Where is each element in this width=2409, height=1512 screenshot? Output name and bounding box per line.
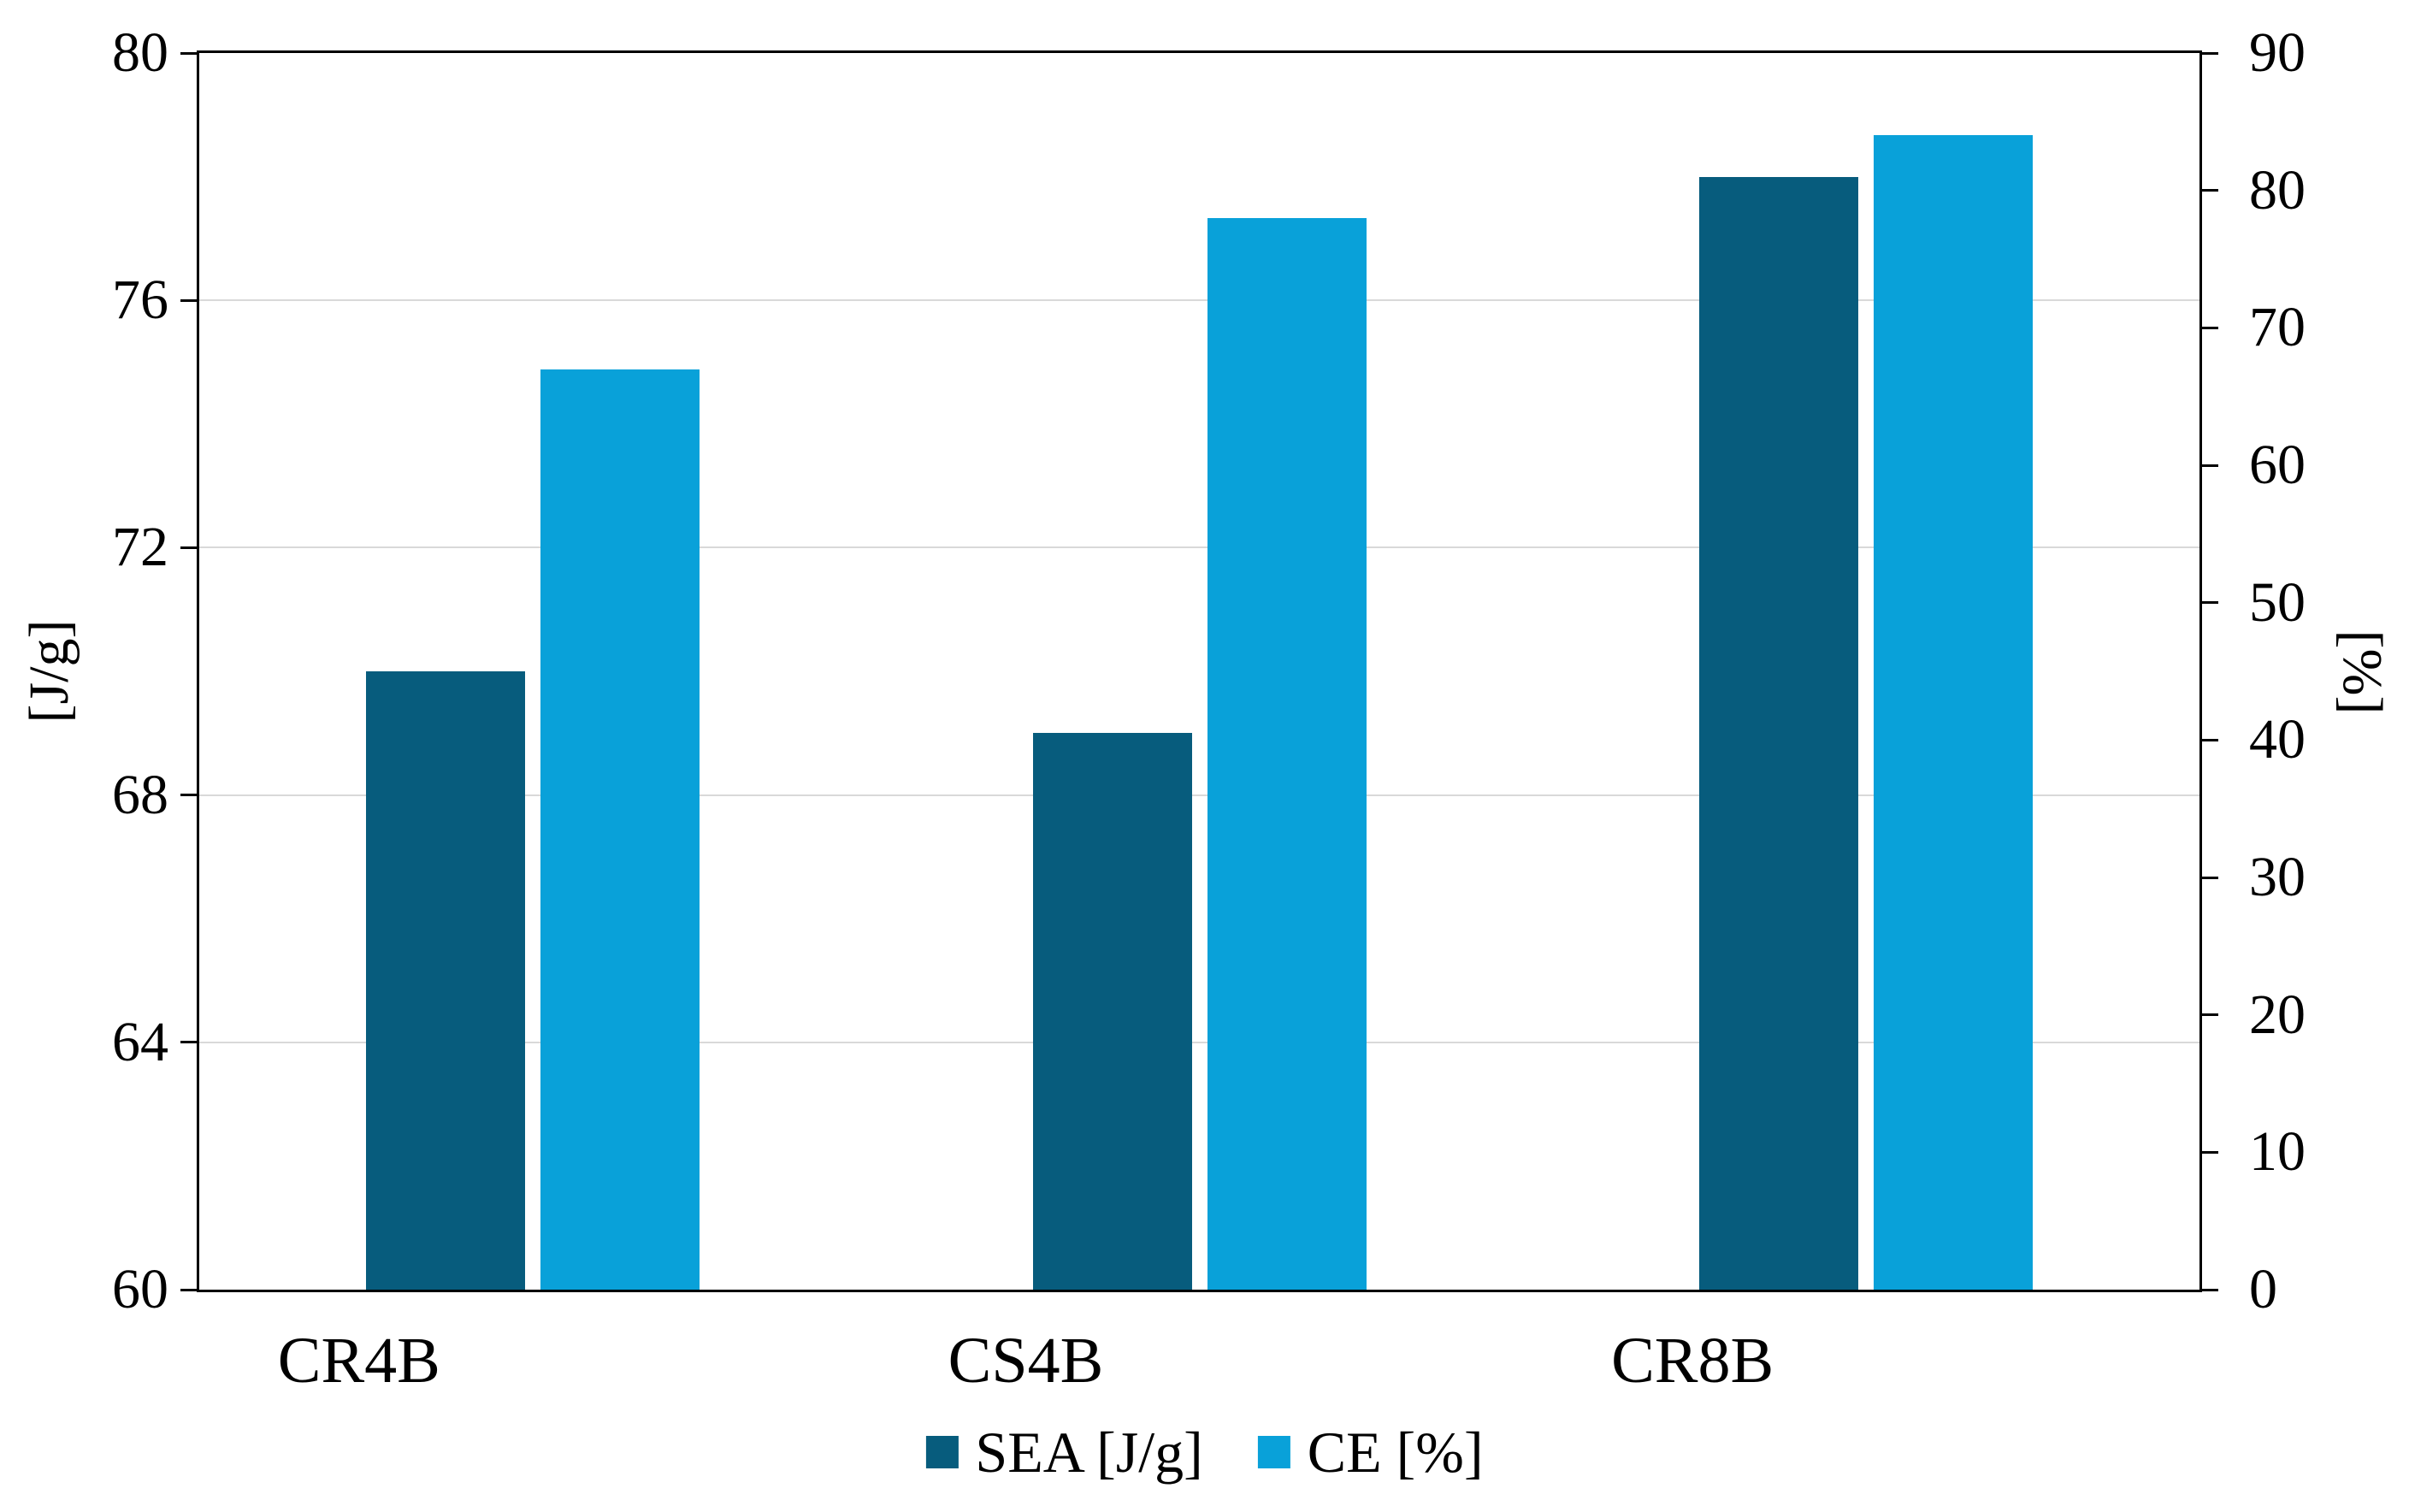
right-axis-tick [2199,51,2218,55]
right-axis-tick [2199,1013,2218,1017]
left-axis-tick [180,1288,199,1291]
left-axis-tick-label: 68 [112,763,168,826]
category-label-cr8b: CR8B [1611,1325,1774,1397]
right-axis-tick-label: 40 [2249,708,2306,771]
left-axis-tick [180,298,199,302]
right-axis-tick [2199,464,2218,467]
right-axis-tick [2199,738,2218,741]
legend-swatch-ce [1257,1436,1290,1468]
legend-item-sea: SEA [J/g] [925,1420,1203,1485]
right-axis-tick-label: 30 [2249,846,2306,908]
plot-area [197,50,2202,1292]
right-axis-tick [2199,326,2218,329]
right-axis-tick [2199,1150,2218,1154]
legend-item-ce: CE [%] [1257,1420,1484,1485]
right-axis-tick [2199,601,2218,605]
right-axis-title: [%] [2331,629,2394,715]
right-axis-tick [2199,189,2218,192]
bar-ce-cr8b [1874,135,2034,1290]
right-axis-tick [2199,1288,2218,1291]
bar-ce-cr4b [540,369,700,1290]
left-axis-tick [180,51,199,55]
bar-sea-cr8b [1699,176,1859,1290]
left-axis-tick [180,1041,199,1044]
right-axis-tick-label: 0 [2249,1258,2277,1320]
left-axis-tick-label: 76 [112,269,168,332]
left-axis-tick-label: 60 [112,1258,168,1320]
right-axis-tick-label: 60 [2249,434,2306,496]
bar-ce-cs4b [1207,217,1367,1290]
left-axis-tick [180,794,199,797]
right-axis-tick-label: 20 [2249,983,2306,1046]
gridline-76 [199,299,2199,302]
legend-label: CE [%] [1307,1420,1484,1485]
left-axis-tick-label: 80 [112,21,168,84]
legend: SEA [J/g] CE [%] [925,1420,1484,1485]
bar-sea-cr4b [365,671,525,1290]
legend-swatch-sea [925,1436,959,1468]
left-axis-title: [J/g] [18,619,80,724]
gridline-64 [199,1041,2199,1043]
right-axis-tick-label: 10 [2249,1120,2306,1184]
gridline-72 [199,546,2199,549]
left-axis-tick [180,546,199,549]
category-label-cr4b: CR4B [277,1325,440,1397]
left-axis-tick-label: 64 [112,1010,168,1073]
right-axis-tick [2199,876,2218,879]
gridline-68 [199,794,2199,796]
right-axis-tick-label: 80 [2249,158,2306,221]
legend-label: SEA [J/g] [975,1420,1203,1485]
category-label-cs4b: CS4B [948,1325,1104,1397]
bar-sea-cs4b [1032,733,1192,1290]
right-axis-tick-label: 90 [2249,21,2306,84]
right-axis-tick-label: 50 [2249,570,2306,634]
right-axis-tick-label: 70 [2249,296,2306,359]
left-axis-tick-label: 72 [112,516,168,579]
